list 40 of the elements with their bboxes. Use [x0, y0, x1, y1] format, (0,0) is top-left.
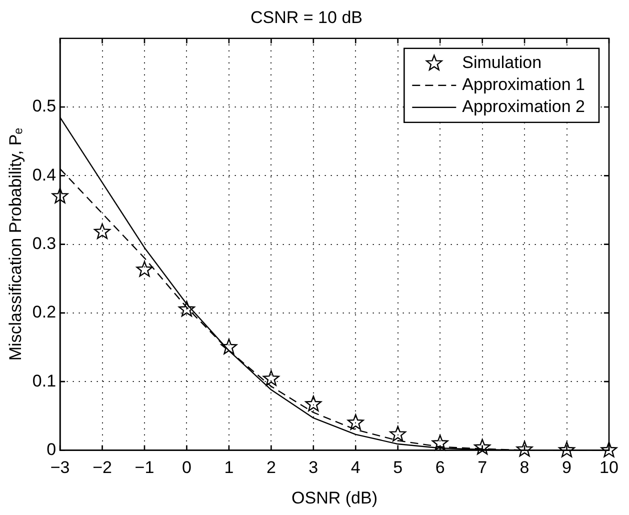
x-tick-label: 0 — [182, 458, 192, 478]
y-tick-label: 0.1 — [32, 371, 56, 390]
point — [52, 188, 68, 204]
x-tick-label: 9 — [562, 458, 572, 478]
x-tick-label: −3 — [50, 458, 70, 478]
x-tick-label: 7 — [478, 458, 488, 478]
x-tick-label: 4 — [350, 458, 360, 478]
point — [220, 338, 238, 354]
legend-label: Approximation 1 — [462, 75, 585, 94]
x-tick-label: 3 — [308, 458, 318, 478]
point — [347, 414, 364, 430]
point — [94, 223, 110, 240]
point — [432, 434, 448, 450]
x-tick-label: 5 — [393, 458, 403, 478]
x-tick-label: 6 — [435, 458, 445, 478]
x-tick-label: 8 — [520, 458, 530, 478]
point — [390, 426, 406, 442]
x-tick-label: −2 — [92, 458, 112, 478]
point — [600, 442, 618, 458]
point — [516, 440, 533, 457]
y-tick-label: 0.2 — [32, 302, 56, 322]
x-tick-label: 10 — [600, 458, 618, 478]
y-tick-label: 0 — [46, 440, 56, 459]
legend-label: Simulation — [462, 53, 542, 72]
y-tick-label: 0.4 — [32, 165, 56, 184]
x-axis-title: OSNR (dB) — [292, 488, 378, 508]
point — [474, 438, 491, 455]
x-tick-label: −1 — [134, 458, 154, 478]
point — [558, 442, 575, 458]
y-tick-label: 0.5 — [32, 96, 56, 116]
y-tick-label: 0.3 — [32, 234, 56, 253]
x-tick-label: 1 — [224, 458, 234, 478]
point — [178, 300, 195, 317]
legend-label: Approximation 2 — [462, 97, 585, 116]
point — [262, 370, 280, 386]
chart-title: CSNR = 10 dB — [250, 8, 362, 27]
point — [136, 261, 153, 277]
y-axis-title: Misclassification Probability, Pₑ — [6, 128, 25, 361]
x-tick-label: 2 — [266, 458, 276, 478]
point — [305, 396, 322, 412]
